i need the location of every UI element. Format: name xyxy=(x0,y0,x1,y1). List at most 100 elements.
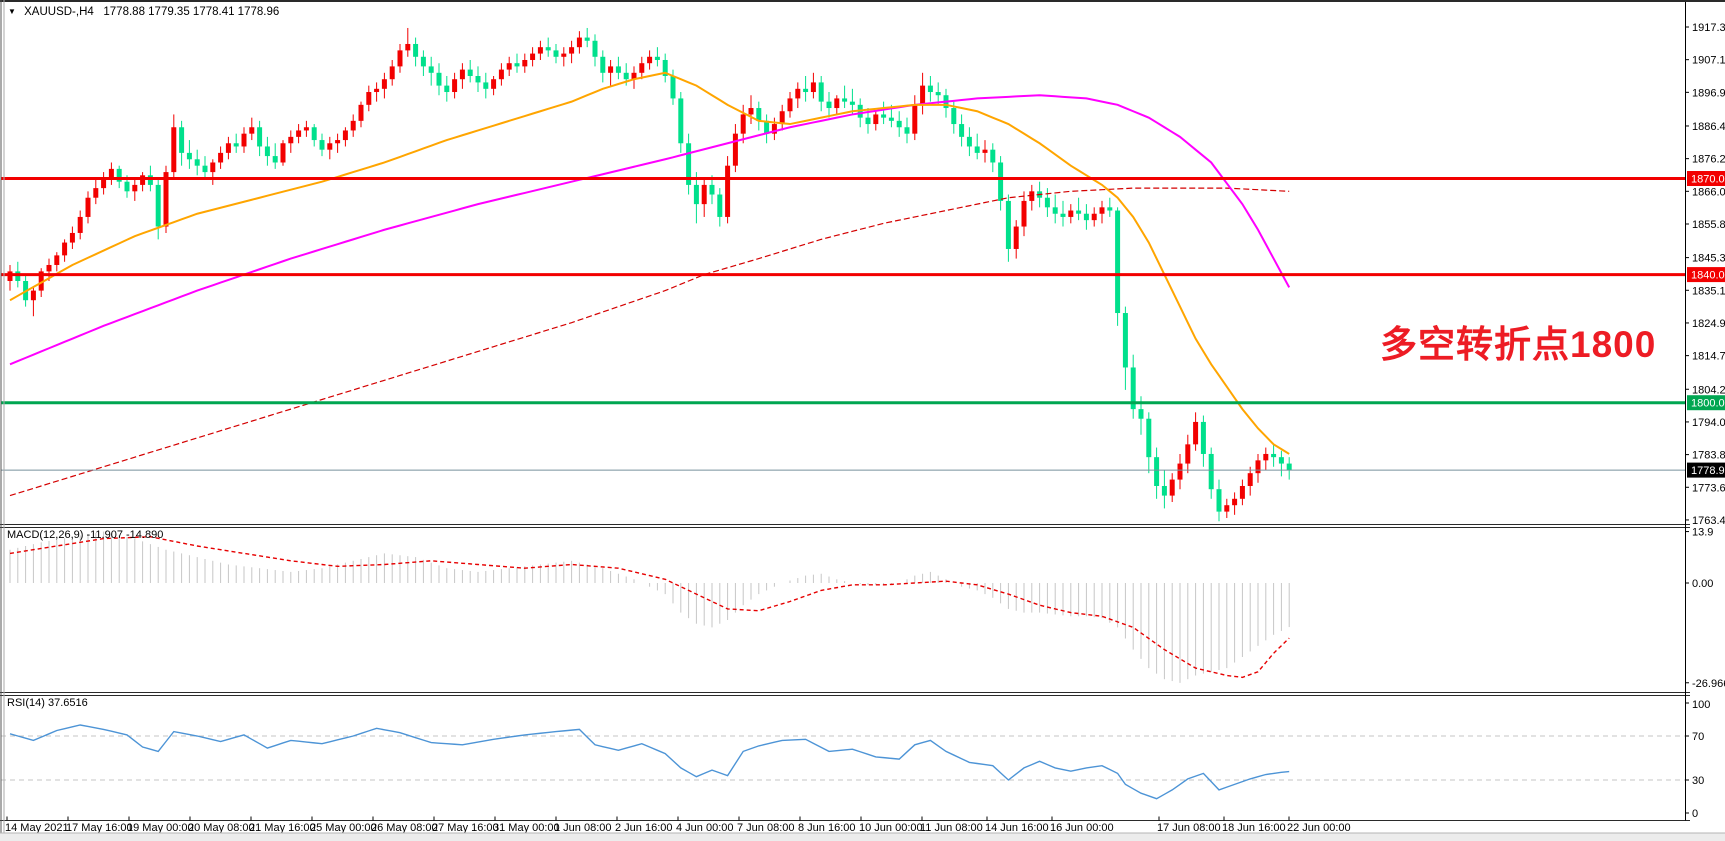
candle-up xyxy=(350,120,356,131)
candle-up xyxy=(647,56,653,64)
candle-down xyxy=(615,66,621,73)
symbol-dropdown-icon[interactable]: ▼ xyxy=(8,7,16,16)
candle-up xyxy=(54,255,60,265)
candle-up xyxy=(1239,485,1245,499)
candle-up xyxy=(982,149,988,153)
candle-down xyxy=(842,98,848,102)
candle-down xyxy=(264,146,270,157)
candle-up xyxy=(787,98,793,112)
rsi-tick-label: 30 xyxy=(1692,775,1704,787)
price-badge-label: 1800.00 xyxy=(1691,398,1725,410)
candle-up xyxy=(163,172,169,227)
candle-up xyxy=(779,111,785,125)
candle-down xyxy=(1052,207,1058,214)
ma-orange-line xyxy=(9,71,1290,455)
candle-up xyxy=(810,82,816,93)
candle-up xyxy=(1177,463,1183,480)
candle-down xyxy=(623,72,629,80)
macd-axis[interactable]: 13.9 0.00 -26.966 xyxy=(1685,527,1725,690)
candle-up xyxy=(342,130,348,141)
price-tick-label: 1886.40 xyxy=(1692,121,1725,133)
candle-up xyxy=(249,127,255,134)
candle-down xyxy=(444,85,450,93)
price-axis[interactable]: 1917.30 1907.10 1896.90 1886.40 1876.20 1866.… xyxy=(1685,2,1725,821)
candle-up xyxy=(1068,210,1074,217)
price-tick-label: 1855.80 xyxy=(1692,219,1725,231)
time-tick-label: 16 Jun 00:00 xyxy=(1050,822,1114,834)
candle-up xyxy=(1255,460,1261,474)
time-tick-label: 31 May 00:00 xyxy=(493,822,560,834)
candle-up xyxy=(101,178,107,189)
candle-up xyxy=(30,290,36,301)
price-badge-1840.00 xyxy=(1687,267,1725,283)
candle-down xyxy=(467,69,473,77)
candle-up xyxy=(795,88,801,99)
time-tick-label: 17 Jun 08:00 xyxy=(1157,822,1221,834)
time-tick-label: 14 May 2021 xyxy=(5,822,69,834)
candle-down xyxy=(15,271,21,281)
candle-down xyxy=(959,124,965,137)
candle-down xyxy=(803,88,809,93)
candle-down xyxy=(1122,313,1128,368)
candle-down xyxy=(202,165,208,173)
macd-signal-line xyxy=(9,536,1290,679)
candle-down xyxy=(1107,207,1113,211)
time-tick-label: 4 Jun 00:00 xyxy=(676,822,734,834)
price-badge-1778.96 xyxy=(1687,462,1725,478)
candle-up xyxy=(732,133,738,166)
rsi-tick-label: 70 xyxy=(1692,731,1704,743)
candle-up xyxy=(491,79,497,89)
candle-up xyxy=(561,53,567,57)
candle-up xyxy=(740,114,746,134)
price-tick-label: 1876.20 xyxy=(1692,154,1725,166)
candle-down xyxy=(1200,421,1206,454)
candle-down xyxy=(935,92,941,96)
candle-up xyxy=(93,188,99,198)
candle-down xyxy=(553,50,559,57)
time-tick-label: 1 Jun 08:00 xyxy=(554,822,612,834)
candle-up xyxy=(459,69,465,80)
candle-down xyxy=(1060,213,1066,217)
candle-up xyxy=(1232,498,1238,506)
time-tick-label: 26 May 08:00 xyxy=(371,822,438,834)
candle-down xyxy=(1216,489,1222,512)
symbol-timeframe-label: XAUUSD-,H4 xyxy=(24,6,94,18)
price-badge-1800.00 xyxy=(1687,395,1725,411)
candle-down xyxy=(1083,213,1089,221)
macd-tick-label: -26.966 xyxy=(1692,678,1725,690)
candle-down xyxy=(904,127,910,134)
rsi-level-lines xyxy=(1,735,1685,781)
candle-up xyxy=(537,47,543,54)
candle-down xyxy=(514,63,520,67)
candle-up xyxy=(366,92,372,105)
candle-up xyxy=(834,98,840,109)
candle-up xyxy=(569,47,575,54)
rsi-tick-label: 100 xyxy=(1692,699,1710,711)
candle-down xyxy=(717,194,723,217)
candle-up xyxy=(108,168,114,179)
rsi-axis[interactable]: 100 70 30 0 xyxy=(1685,699,1710,820)
candle-up xyxy=(498,69,504,80)
panel-separators xyxy=(0,524,1690,821)
candle-down xyxy=(545,47,551,51)
rsi-indicator-label: RSI(14) 37.6516 xyxy=(7,697,88,709)
price-tick-label: 1804.20 xyxy=(1692,384,1725,396)
price-tick-label: 1866.00 xyxy=(1692,186,1725,198)
pivot-annotation-text[interactable]: 多空转折点1800 xyxy=(1380,324,1657,365)
candle-up xyxy=(1224,505,1230,512)
candle-down xyxy=(1208,453,1214,490)
candle-down xyxy=(600,56,606,73)
candle-up xyxy=(280,143,286,163)
candle-up xyxy=(397,50,403,67)
candle-up xyxy=(1247,473,1253,486)
candle-up xyxy=(748,108,754,115)
candle-up xyxy=(701,184,707,205)
candle-up xyxy=(62,242,68,256)
candle-down xyxy=(1161,485,1167,496)
candle-down xyxy=(990,149,996,163)
candle-down xyxy=(678,98,684,144)
price-tick-label: 1835.10 xyxy=(1692,285,1725,297)
candle-down xyxy=(319,140,325,150)
